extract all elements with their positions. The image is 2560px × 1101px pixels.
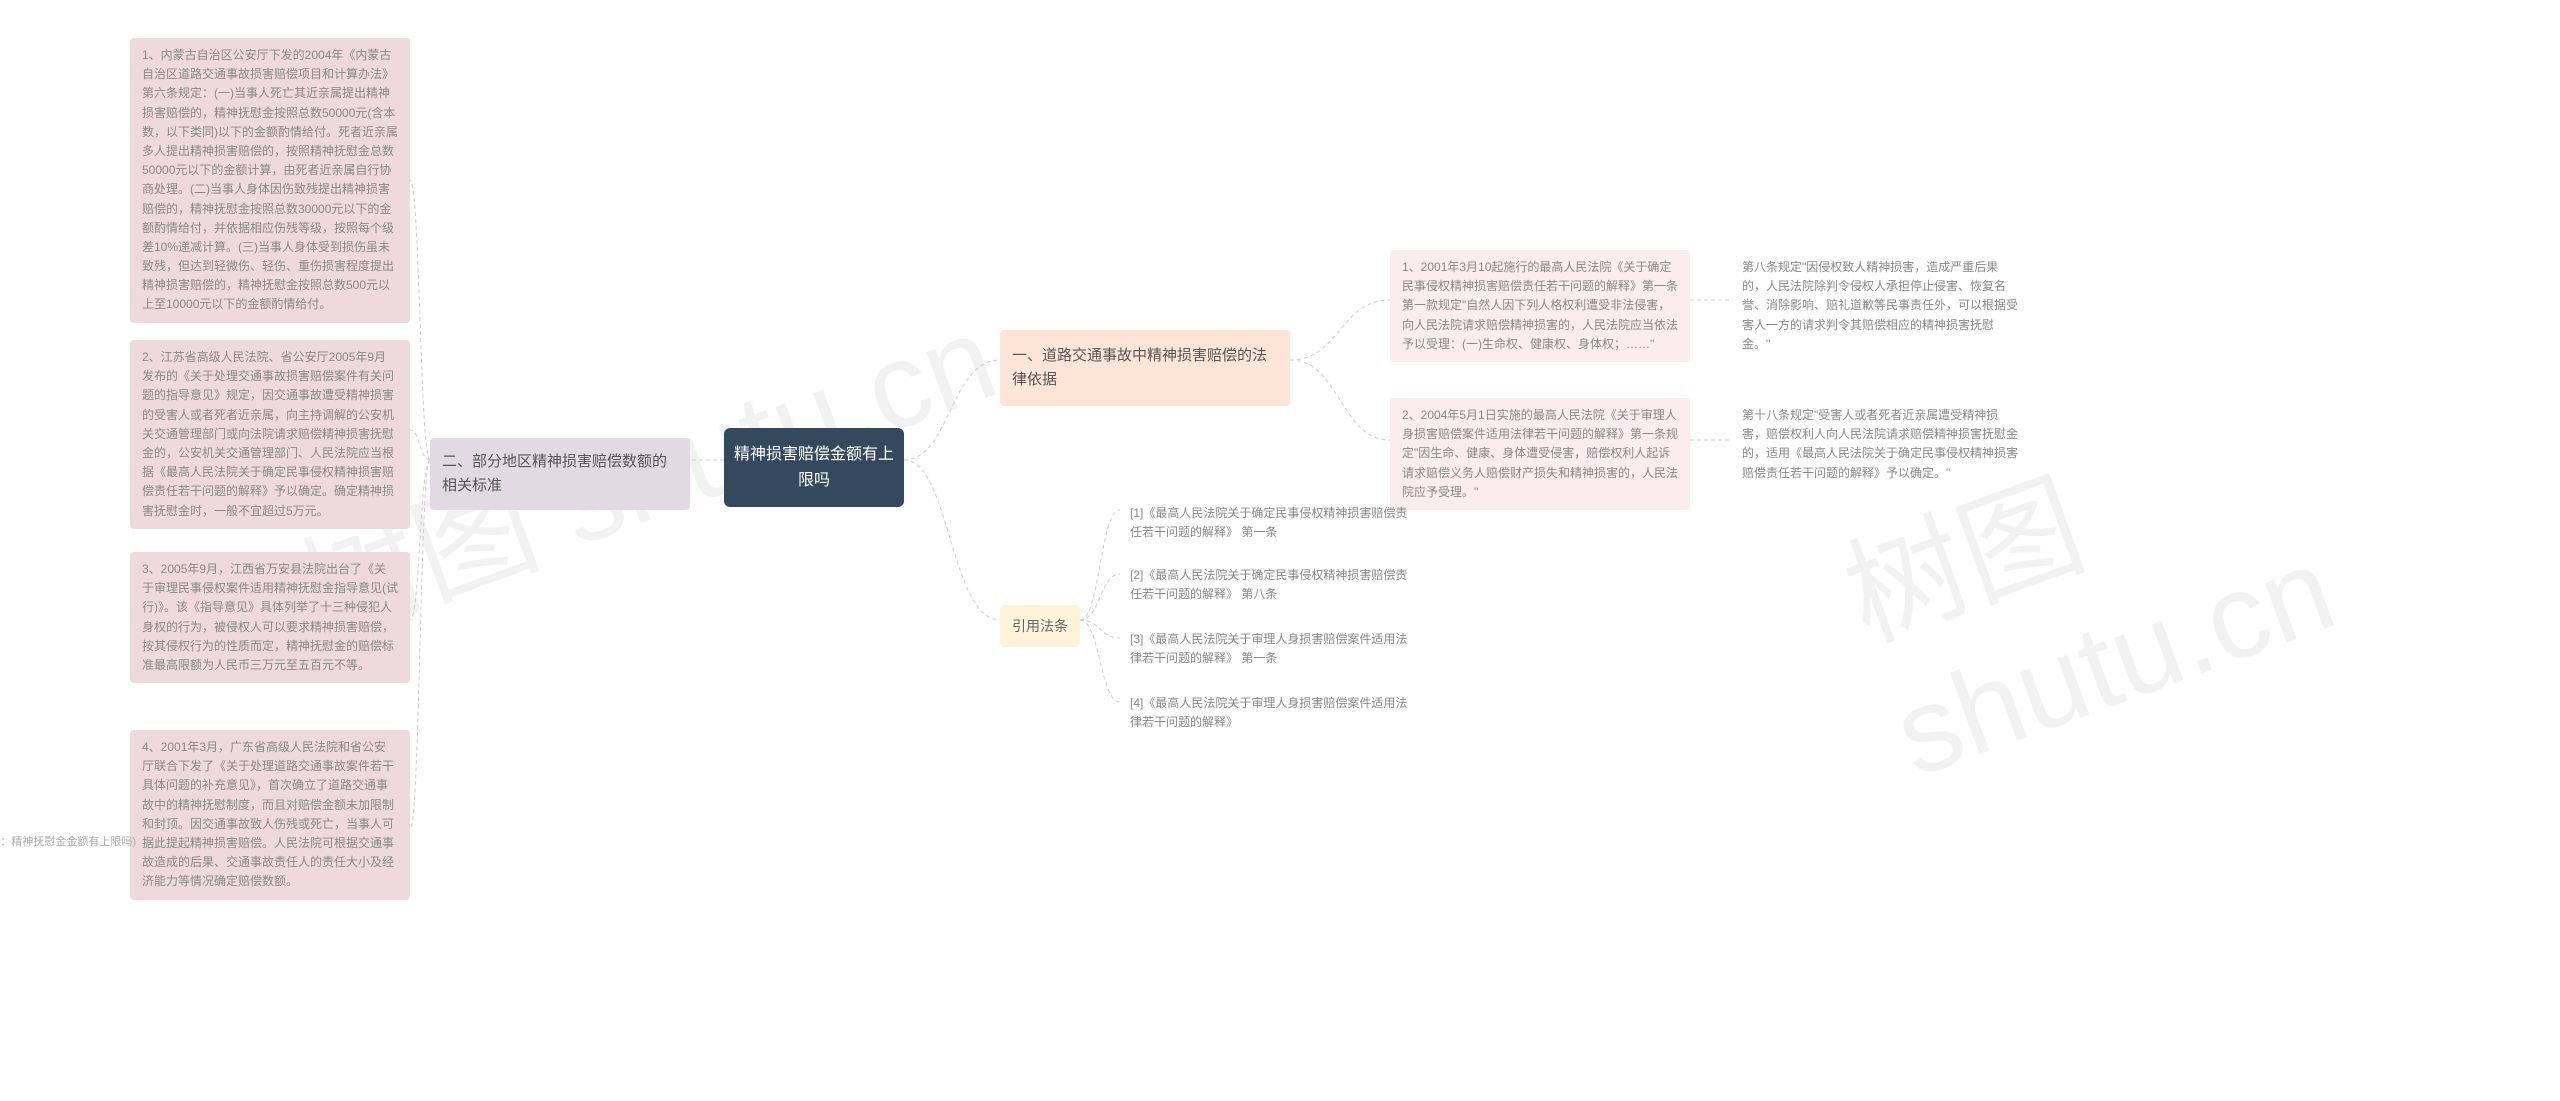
leaf-legal-2-ext: 第十八条规定"受害人或者死者近亲属遭受精神损害，赔偿权利人向人民法院请求赔偿精神… [1730, 398, 2030, 491]
leaf-legal-1: 1、2001年3月10起施行的最高人民法院《关于确定民事侵权精神损害赔偿责任若干… [1390, 250, 1690, 362]
leaf-legal-1-ext: 第八条规定"因侵权致人精神损害，造成严重后果的，人民法院除判令侵权人承担停止侵害… [1730, 250, 2030, 362]
cite-4: [4]《最高人民法院关于审理人身损害赔偿案件适用法律若干问题的解释》 [1120, 688, 1420, 738]
leaf-region-3: 3、2005年9月，江西省万安县法院出台了《关于审理民事侵权案件适用精神抚慰金指… [130, 552, 410, 683]
cite-3: [3]《最高人民法院关于审理人身损害赔偿案件适用法律若干问题的解释》 第一条 [1120, 624, 1420, 674]
leaf-region-2: 2、江苏省高级人民法院、省公安厅2005年9月发布的《关于处理交通事故损害赔偿案… [130, 340, 410, 529]
leaf-region-4-note: (原标题：精神抚慰金金额有上限吗) [0, 830, 140, 856]
leaf-region-4: 4、2001年3月，广东省高级人民法院和省公安厅联合下发了《关于处理道路交通事故… [130, 730, 410, 900]
branch-legal-basis[interactable]: 一、道路交通事故中精神损害赔偿的法律依据 [1000, 330, 1290, 406]
root-node[interactable]: 精神损害赔偿金额有上限吗 [724, 428, 904, 507]
leaf-legal-2: 2、2004年5月1日实施的最高人民法院《关于审理人身损害赔偿案件适用法律若干问… [1390, 398, 1690, 510]
cite-1: [1]《最高人民法院关于确定民事侵权精神损害赔偿责任若干问题的解释》 第一条 [1120, 498, 1420, 548]
branch-citations[interactable]: 引用法条 [1000, 605, 1080, 647]
cite-2: [2]《最高人民法院关于确定民事侵权精神损害赔偿责任若干问题的解释》 第八条 [1120, 560, 1420, 610]
branch-regional-standards[interactable]: 二、部分地区精神损害赔偿数额的相关标准 [430, 438, 690, 510]
leaf-region-1: 1、内蒙古自治区公安厅下发的2004年《内蒙古自治区道路交通事故损害赔偿项目和计… [130, 38, 410, 323]
